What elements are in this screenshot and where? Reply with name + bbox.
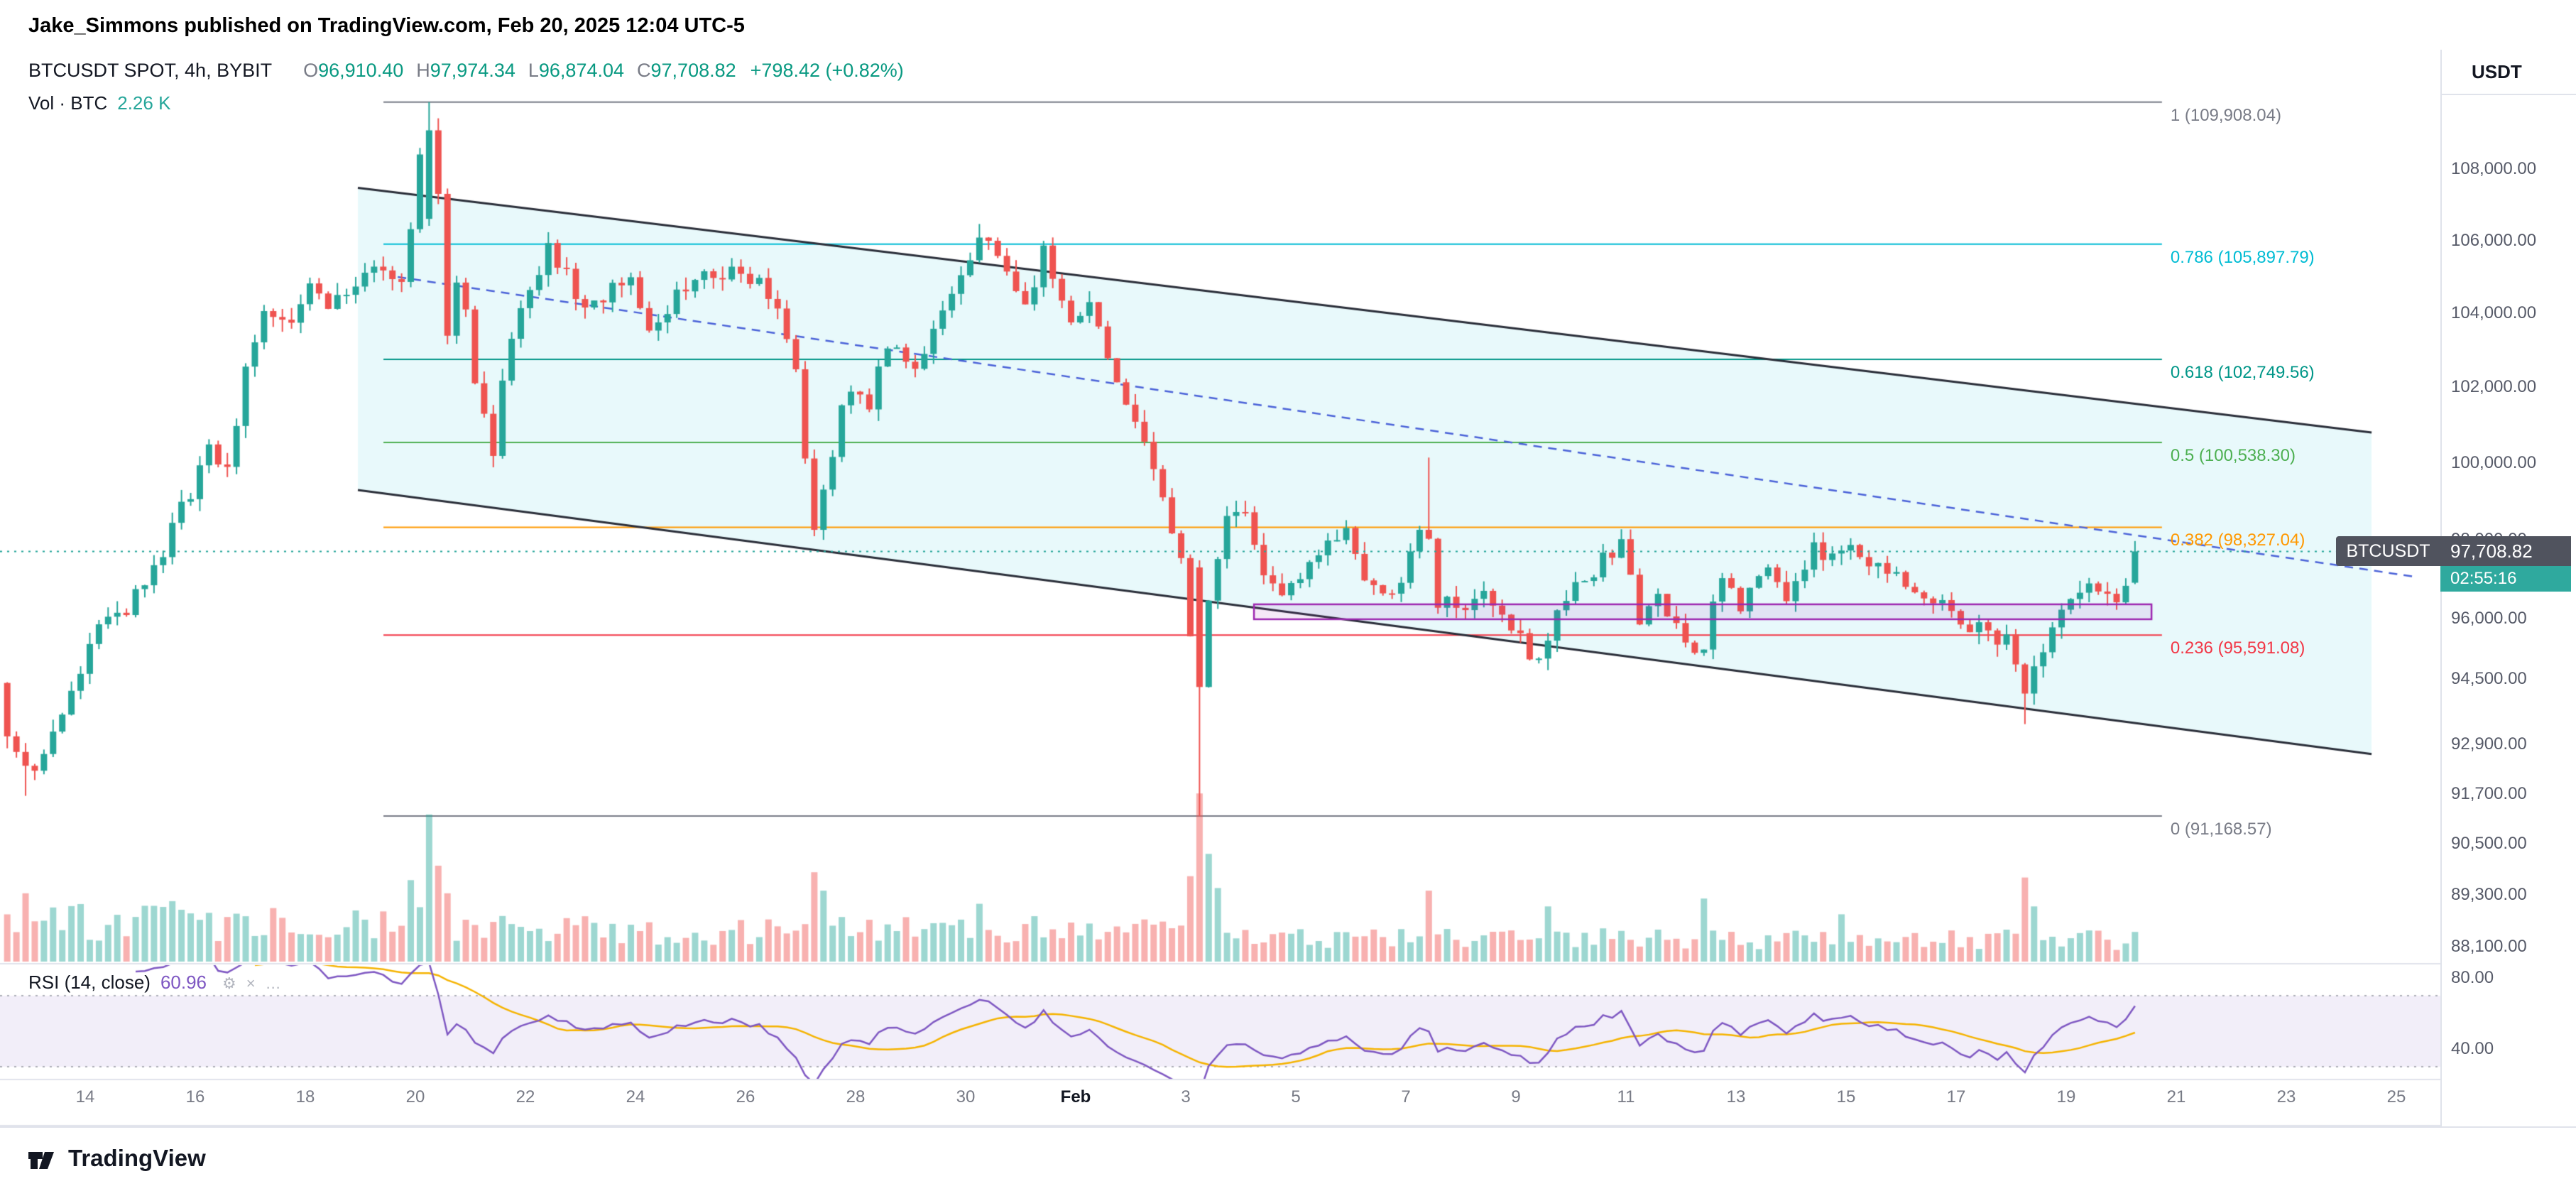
price-axis-tick: 100,000.00 <box>2451 452 2537 472</box>
date-axis-tick[interactable]: 23 <box>2276 1087 2296 1106</box>
price-axis-tick: 104,000.00 <box>2451 303 2537 322</box>
price-axis-tick: 106,000.00 <box>2451 230 2537 250</box>
date-axis-tick[interactable]: 20 <box>405 1087 425 1106</box>
footer-bar: TradingView <box>0 1126 2576 1191</box>
tradingview-logo[interactable] <box>26 1143 58 1176</box>
price-axis-tick: 102,000.00 <box>2451 377 2537 397</box>
date-axis-tick[interactable]: 21 <box>2166 1087 2186 1106</box>
settings-icon[interactable]: ⚙ <box>222 974 236 992</box>
ohlc-high-value: 97,974.34 <box>430 60 515 81</box>
last-price-badge-symbol: BTCUSDT <box>2336 536 2440 567</box>
fib-label: 1 (109,908.04) <box>2170 105 2281 125</box>
fib-label: 0.5 (100,538.30) <box>2170 445 2296 465</box>
date-axis-tick[interactable]: 30 <box>956 1087 976 1106</box>
date-axis-tick[interactable]: 28 <box>846 1087 866 1106</box>
date-axis-tick[interactable]: 18 <box>295 1087 315 1106</box>
ohlc-low-key: L <box>528 60 539 81</box>
change-value: +798.42 (+0.82%) <box>750 60 904 81</box>
symbol-legend[interactable]: BTCUSDT SPOT, 4h, BYBIT O96,910.40 H97,974… <box>28 60 904 82</box>
rsi-value: 60.96 <box>160 972 207 993</box>
ohlc-close-value: 97,708.82 <box>650 60 736 81</box>
date-axis-tick[interactable]: 26 <box>736 1087 755 1106</box>
fib-label: 0.786 (105,897.79) <box>2170 247 2315 267</box>
axis-currency-divider <box>2442 94 2576 95</box>
date-axis-tick[interactable]: 5 <box>1291 1087 1301 1106</box>
ohlc-open-value: 96,910.40 <box>318 60 404 81</box>
date-axis-tick[interactable]: 7 <box>1401 1087 1411 1106</box>
ohlc-open-key: O <box>303 60 319 81</box>
ohlc-close-key: C <box>637 60 651 81</box>
fib-label: 0 (91,168.57) <box>2170 819 2272 839</box>
tradingview-brand-text[interactable]: TradingView <box>68 1145 206 1171</box>
date-axis-tick[interactable]: 3 <box>1181 1087 1191 1106</box>
date-axis-tick[interactable]: 15 <box>1836 1087 1856 1106</box>
rsi-legend[interactable]: RSI (14, close) 60.96 ⚙ × … <box>28 972 291 994</box>
symbol-title[interactable]: BTCUSDT SPOT, 4h, BYBIT <box>28 60 273 81</box>
attribution-header: Jake_Simmons published on TradingView.co… <box>0 0 2576 50</box>
fib-label: 0.618 (102,749.56) <box>2170 362 2315 382</box>
ohlc-low-value: 96,874.04 <box>538 60 625 81</box>
price-axis-tick: 96,000.00 <box>2451 609 2527 629</box>
candle-countdown-badge: 02:55:16 <box>2440 566 2571 592</box>
price-axis-tick: 91,700.00 <box>2451 783 2527 803</box>
price-axis-tick: 89,300.00 <box>2451 885 2527 905</box>
price-axis-tick: 92,900.00 <box>2451 734 2527 754</box>
date-axis-tick[interactable]: 19 <box>2056 1087 2076 1106</box>
axis-currency-label[interactable]: USDT <box>2472 61 2522 82</box>
price-axis-tick: 88,100.00 <box>2451 936 2527 956</box>
more-icon[interactable]: … <box>265 974 281 992</box>
date-axis-tick[interactable]: 24 <box>626 1087 645 1106</box>
volume-value: 2.26 K <box>117 92 171 114</box>
price-axis-tick: 90,500.00 <box>2451 834 2527 854</box>
date-axis-tick[interactable]: 25 <box>2386 1087 2406 1106</box>
date-axis-tick[interactable]: 22 <box>515 1087 535 1106</box>
date-axis-tick[interactable]: 17 <box>1946 1087 1966 1106</box>
date-axis-tick[interactable]: 11 <box>1617 1087 1635 1106</box>
price-axis-tick: 108,000.00 <box>2451 159 2537 178</box>
date-axis-tick[interactable]: Feb <box>1060 1087 1091 1106</box>
date-axis-tick[interactable]: 9 <box>1511 1087 1521 1106</box>
date-axis-tick[interactable]: 13 <box>1726 1087 1746 1106</box>
delete-icon[interactable]: × <box>246 974 256 992</box>
last-price-badge-value: 97,708.82 <box>2440 536 2571 567</box>
price-axis-tick: 94,500.00 <box>2451 668 2527 688</box>
ohlc-high-key: H <box>416 60 430 81</box>
date-axis-tick[interactable]: 14 <box>75 1087 95 1106</box>
fib-label: 0.236 (95,591.08) <box>2170 638 2305 658</box>
rsi-axis-tick: 80.00 <box>2451 968 2494 987</box>
volume-label: Vol · BTC <box>28 92 108 114</box>
volume-legend[interactable]: Vol · BTC 2.26 K <box>28 92 170 114</box>
price-chart-canvas[interactable] <box>0 50 2440 1126</box>
attribution-text: Jake_Simmons published on TradingView.co… <box>28 14 745 37</box>
rsi-axis-tick: 40.00 <box>2451 1039 2494 1058</box>
date-axis-tick[interactable]: 16 <box>185 1087 205 1106</box>
rsi-label[interactable]: RSI (14, close) <box>28 972 151 993</box>
fib-label: 0.382 (98,327.04) <box>2170 531 2305 550</box>
